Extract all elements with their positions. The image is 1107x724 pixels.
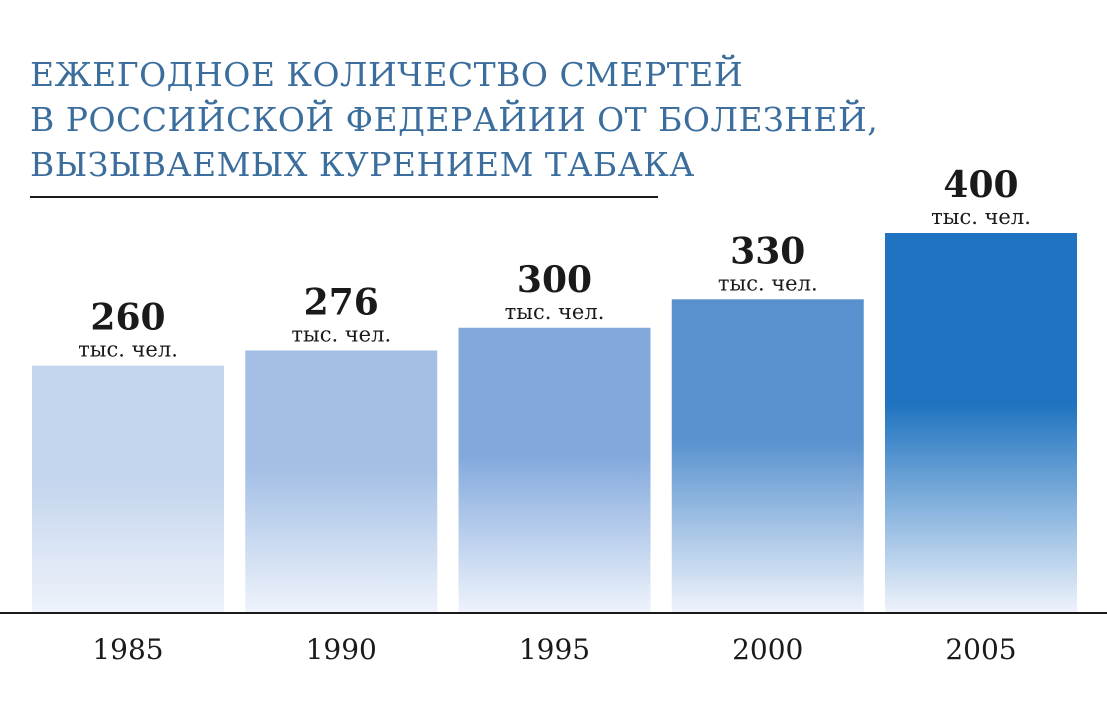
title-line-1: ЕЖЕГОДНОЕ КОЛИЧЕСТВО СМЕРТЕЙ (30, 55, 744, 94)
bar-1995 (458, 327, 651, 612)
value-label-1985: 260 (90, 297, 165, 339)
value-label-1990: 276 (304, 281, 379, 323)
value-label-1995: 300 (517, 259, 592, 301)
title-divider (30, 196, 658, 198)
value-label-2000: 330 (730, 230, 805, 272)
x-tick-1990: 1990 (306, 633, 377, 666)
bar-1985 (32, 365, 224, 612)
unit-label-2000: тыс. чел. (718, 271, 818, 295)
x-tick-2000: 2000 (732, 633, 803, 666)
title-line-2: В РОССИЙСКОЙ ФЕДЕРАЙИИ ОТ БОЛЕЗНЕЙ, (30, 100, 879, 139)
unit-label-1990: тыс. чел. (291, 322, 391, 346)
unit-label-2005: тыс. чел. (931, 205, 1031, 229)
title-line-3: ВЫЗЫВАЕМЫХ КУРЕНИЕМ ТАБАКА (30, 145, 695, 184)
unit-label-1995: тыс. чел. (505, 300, 605, 324)
x-tick-1995: 1995 (519, 633, 590, 666)
chart-title: ЕЖЕГОДНОЕ КОЛИЧЕСТВО СМЕРТЕЙ В РОССИЙСКО… (30, 52, 879, 187)
x-tick-2005: 2005 (945, 633, 1016, 666)
unit-label-1985: тыс. чел. (78, 338, 178, 362)
value-label-2005: 400 (943, 164, 1018, 206)
x-tick-1985: 1985 (92, 633, 163, 666)
bar-2000 (671, 299, 864, 612)
bar-2005 (885, 233, 1077, 612)
bar-1990 (245, 350, 438, 612)
